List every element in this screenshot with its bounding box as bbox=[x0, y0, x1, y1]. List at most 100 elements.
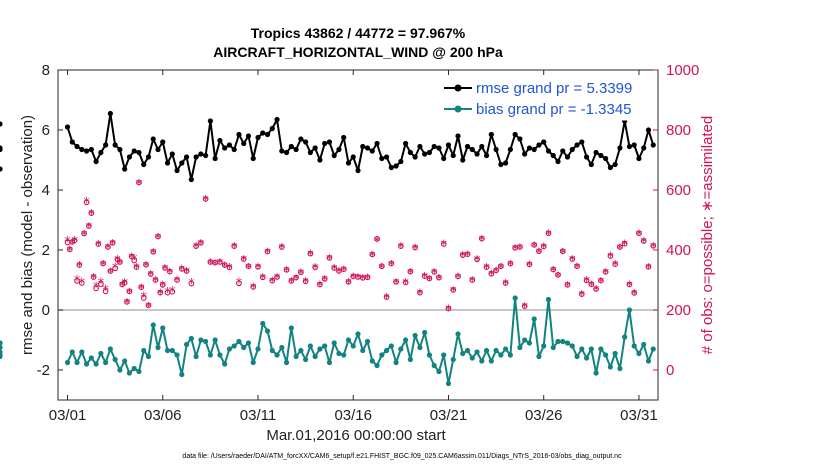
ticks-layer: 03/01 03/06 03/11 03/16 03/21 03/26 03/31 -2 0 2 4… bbox=[37, 62, 700, 424]
rmse-point bbox=[312, 145, 318, 151]
obs-assimilated-marker: * bbox=[133, 262, 140, 277]
obs-assimilated-marker: * bbox=[502, 278, 509, 293]
rmse-point bbox=[336, 146, 342, 153]
rmse-point bbox=[217, 137, 223, 144]
obs-assimilated-marker: * bbox=[536, 246, 543, 261]
bias-point bbox=[126, 370, 133, 376]
bias-point bbox=[474, 349, 480, 355]
obs-assimilated-marker: * bbox=[95, 239, 102, 254]
rmse-point bbox=[326, 139, 333, 145]
rmse-point bbox=[464, 143, 471, 150]
obs-assimilated-marker: * bbox=[350, 272, 357, 287]
bias-point bbox=[555, 338, 561, 345]
obs-possible-marker bbox=[550, 266, 557, 273]
x-axis-label: Mar.01,2016 00:00:00 start bbox=[266, 427, 446, 444]
bias-point bbox=[379, 352, 385, 358]
obs-possible-marker bbox=[631, 290, 638, 296]
bias-point bbox=[612, 350, 618, 357]
bias-point bbox=[636, 350, 642, 357]
obs-possible-marker bbox=[236, 280, 242, 287]
bias-point bbox=[350, 343, 356, 349]
obs-assimilated-marker: * bbox=[119, 279, 126, 294]
bias-point bbox=[74, 359, 80, 366]
bias-point bbox=[98, 350, 104, 357]
obs-assimilated-marker: * bbox=[636, 228, 643, 243]
obs-assimilated-marker: * bbox=[312, 262, 319, 277]
obs-assimilated-marker: * bbox=[564, 280, 571, 295]
bias-point bbox=[88, 355, 94, 361]
rmse-point bbox=[383, 154, 390, 160]
rmse-point bbox=[112, 142, 118, 148]
legend-rmse-marker bbox=[454, 84, 462, 92]
obs-assimilated-marker: * bbox=[321, 274, 328, 289]
rmse-point bbox=[150, 136, 156, 142]
obs-assimilated-marker: * bbox=[83, 196, 90, 211]
bias-point bbox=[493, 347, 499, 354]
obs-assimilated-marker: * bbox=[88, 208, 95, 223]
bias-point bbox=[341, 352, 347, 358]
obs-possible-marker bbox=[293, 274, 299, 281]
obs-assimilated-marker: * bbox=[231, 241, 238, 256]
obs-assimilated-marker: * bbox=[279, 242, 286, 257]
rmse-point bbox=[198, 151, 204, 157]
rmse-point bbox=[107, 110, 113, 117]
bias-point bbox=[441, 352, 447, 358]
y2-tick-label: 400 bbox=[666, 242, 691, 259]
rmse-point bbox=[583, 154, 590, 160]
bias-point bbox=[226, 346, 233, 352]
obs-possible-marker bbox=[521, 303, 528, 309]
obs-possible-marker bbox=[102, 288, 109, 295]
obs-possible-marker bbox=[607, 253, 614, 259]
rmse-point bbox=[617, 145, 623, 151]
obs-assimilated-marker: * bbox=[162, 263, 169, 278]
obs-assimilated-marker: * bbox=[450, 285, 457, 300]
rmse-point bbox=[279, 148, 285, 154]
obs-possible-marker bbox=[345, 278, 352, 285]
obs-assimilated-marker: * bbox=[288, 276, 295, 291]
bias-point bbox=[364, 338, 371, 345]
obs-possible-marker bbox=[155, 233, 161, 240]
obs-possible-marker bbox=[526, 261, 533, 268]
obs-possible-marker bbox=[112, 265, 118, 272]
rmse-point bbox=[412, 154, 418, 160]
rmse-point bbox=[0, 145, 3, 151]
obs-assimilated-marker: * bbox=[148, 269, 155, 284]
obs-possible-marker bbox=[583, 277, 590, 284]
obs-assimilated-marker: * bbox=[517, 243, 524, 258]
rmse-point bbox=[283, 149, 290, 156]
x-tick-label: 03/31 bbox=[620, 407, 658, 424]
obs-possible-marker bbox=[269, 277, 276, 284]
x-tick-label: 03/26 bbox=[525, 407, 563, 424]
y-tick-label: -2 bbox=[37, 362, 50, 379]
rmse-point bbox=[345, 160, 352, 166]
obs-possible-marker bbox=[645, 263, 652, 270]
obs-possible-marker bbox=[555, 272, 561, 278]
obs-assimilated-marker: * bbox=[114, 254, 121, 269]
bias-point bbox=[112, 356, 118, 363]
obs-possible-marker bbox=[402, 279, 409, 286]
rmse-point bbox=[231, 146, 237, 153]
bias-point bbox=[436, 368, 442, 375]
obs-assimilated-marker: * bbox=[71, 235, 78, 250]
obs-possible-marker bbox=[169, 288, 176, 295]
rmse-point bbox=[474, 151, 480, 157]
obs-assimilated-marker: * bbox=[79, 276, 86, 291]
bias-point bbox=[103, 359, 109, 366]
series-layer bbox=[0, 110, 656, 387]
obs-assimilated-marker: * bbox=[264, 246, 271, 261]
obs-assimilated-marker: * bbox=[498, 262, 505, 277]
bias-point bbox=[355, 331, 361, 337]
rmse-point bbox=[603, 155, 609, 162]
obs-assimilated-marker: * bbox=[121, 277, 128, 292]
obs-assimilated-marker: * bbox=[507, 259, 514, 274]
obs-assimilated-marker: * bbox=[207, 258, 214, 273]
obs-assimilated-marker: * bbox=[317, 279, 324, 294]
obs-possible-marker bbox=[202, 196, 209, 202]
obs-possible-marker bbox=[126, 288, 133, 295]
rmse-point bbox=[317, 157, 323, 163]
rmse-point bbox=[293, 146, 299, 153]
rmse-point bbox=[169, 151, 175, 157]
obs-possible-marker bbox=[174, 277, 180, 283]
obs-possible-marker bbox=[255, 263, 261, 270]
